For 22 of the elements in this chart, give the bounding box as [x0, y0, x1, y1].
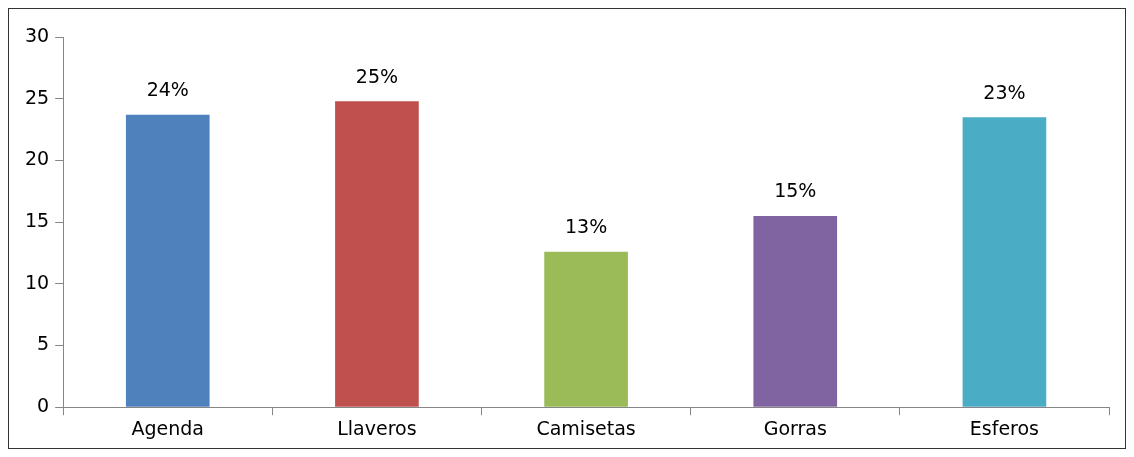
y-tick-label: 0: [37, 394, 50, 417]
y-tick-label: 30: [24, 23, 50, 46]
y-tick-label: 15: [24, 209, 50, 232]
bar: [544, 251, 628, 407]
y-tick-label: 25: [24, 85, 50, 108]
data-label: 25%: [355, 64, 399, 87]
x-tick-label: Camisetas: [536, 416, 636, 439]
bar: [335, 101, 419, 407]
y-tick-label: 20: [24, 147, 50, 170]
data-label: 23%: [983, 80, 1026, 103]
x-tick-label: Gorras: [763, 416, 827, 439]
bar: [962, 117, 1047, 407]
y-tick-label: 10: [24, 270, 50, 293]
data-label: 15%: [774, 179, 817, 202]
bar: [125, 114, 210, 407]
data-label: 24%: [146, 78, 189, 101]
x-tick-label: Llaveros: [337, 416, 417, 439]
y-tick-label: 5: [37, 332, 50, 355]
data-label: 13%: [564, 215, 608, 238]
x-tick-label: Esferos: [969, 416, 1040, 439]
x-tick-label: Agenda: [131, 416, 205, 439]
bar: [753, 215, 838, 407]
